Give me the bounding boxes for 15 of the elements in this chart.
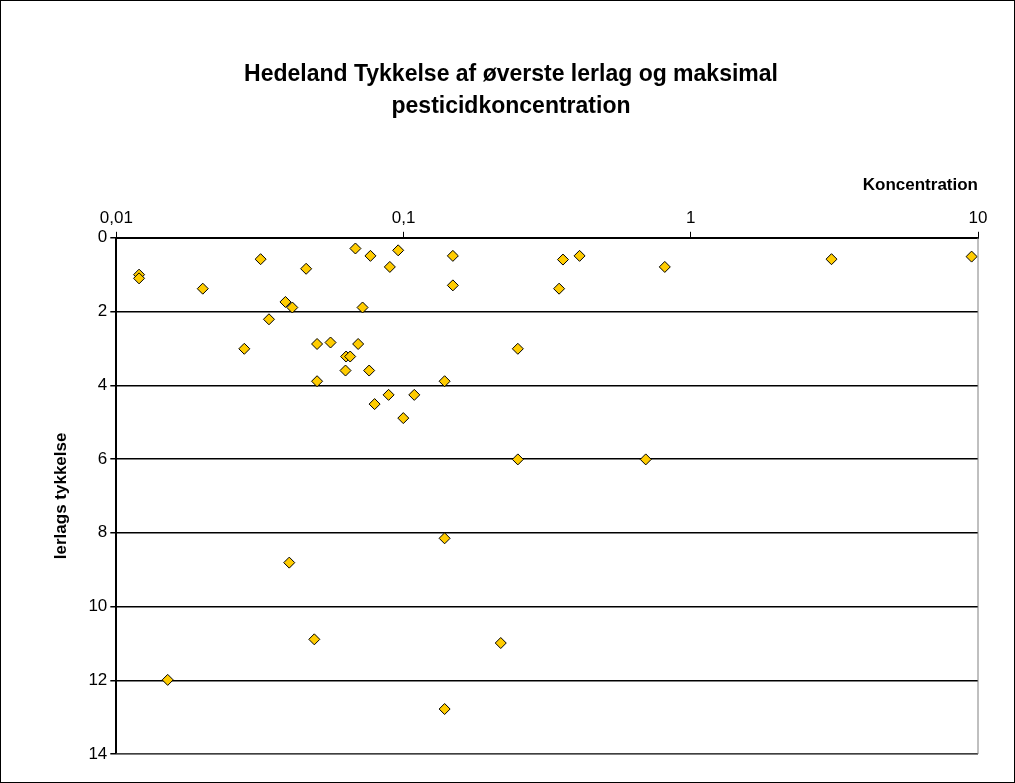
y-axis-title: lerlags tykkelse [50, 432, 70, 560]
x-tick-label: 1 [686, 208, 696, 228]
x-axis-title: Koncentration [862, 174, 978, 194]
y-tick-label: 12 [88, 669, 108, 689]
y-tick-label: 4 [97, 374, 108, 394]
y-tick-label: 10 [88, 596, 108, 616]
y-tick-label: 8 [97, 522, 108, 542]
x-tick-label: 10 [968, 208, 988, 228]
y-tick-label: 0 [97, 227, 108, 247]
x-tick-label: 0,1 [391, 208, 416, 228]
y-tick-label: 6 [97, 448, 108, 468]
chart-title: Hedeland Tykkelse af øverste lerlag og maksimal pesticidkoncentration [243, 59, 779, 120]
x-tick-label: 0,01 [99, 208, 133, 228]
y-tick-label: 14 [88, 743, 108, 763]
y-tick-label: 2 [97, 301, 108, 321]
